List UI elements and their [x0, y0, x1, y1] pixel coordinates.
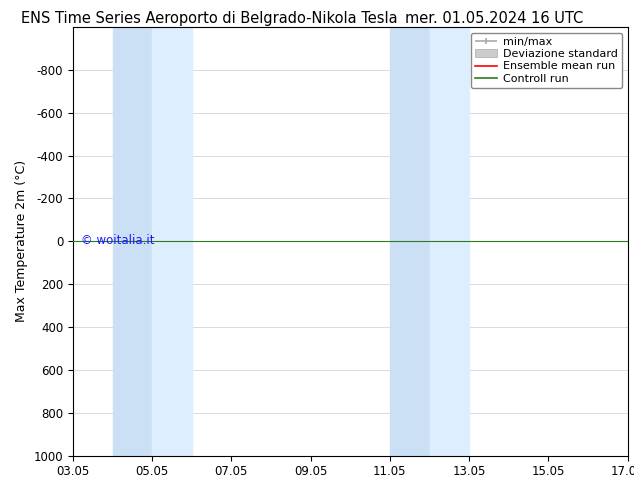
- Bar: [429, 27, 469, 456]
- Bar: [152, 27, 191, 456]
- Text: ENS Time Series Aeroporto di Belgrado-Nikola Tesla: ENS Time Series Aeroporto di Belgrado-Ni…: [21, 11, 398, 26]
- Bar: [390, 27, 429, 456]
- Text: © woitalia.it: © woitalia.it: [81, 234, 155, 246]
- Y-axis label: Max Temperature 2m (°C): Max Temperature 2m (°C): [15, 160, 28, 322]
- Legend: min/max, Deviazione standard, Ensemble mean run, Controll run: min/max, Deviazione standard, Ensemble m…: [470, 32, 622, 88]
- Bar: [113, 27, 152, 456]
- Text: mer. 01.05.2024 16 UTC: mer. 01.05.2024 16 UTC: [405, 11, 584, 26]
